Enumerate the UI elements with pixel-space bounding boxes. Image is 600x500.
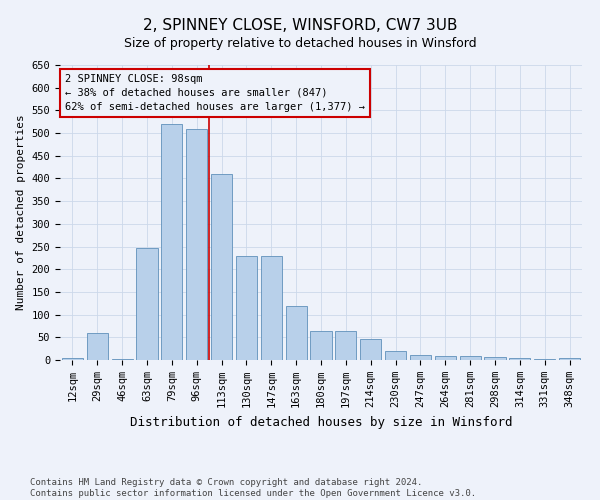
Bar [484, 357, 506, 360]
Bar [161, 124, 182, 360]
Bar [460, 356, 481, 360]
Bar [335, 332, 356, 360]
Bar [385, 351, 406, 360]
Bar [186, 128, 207, 360]
Bar [261, 256, 282, 360]
Bar [136, 248, 158, 360]
Bar [410, 354, 431, 360]
Bar [559, 358, 580, 360]
Bar [310, 332, 332, 360]
Bar [534, 359, 555, 360]
Bar [211, 174, 232, 360]
X-axis label: Distribution of detached houses by size in Winsford: Distribution of detached houses by size … [130, 416, 512, 428]
Text: Contains HM Land Registry data © Crown copyright and database right 2024.
Contai: Contains HM Land Registry data © Crown c… [30, 478, 476, 498]
Bar [509, 358, 530, 360]
Text: Size of property relative to detached houses in Winsford: Size of property relative to detached ho… [124, 38, 476, 51]
Text: 2, SPINNEY CLOSE, WINSFORD, CW7 3UB: 2, SPINNEY CLOSE, WINSFORD, CW7 3UB [143, 18, 457, 32]
Bar [286, 306, 307, 360]
Bar [360, 339, 381, 360]
Bar [87, 333, 108, 360]
Bar [112, 359, 133, 360]
Bar [62, 358, 83, 360]
Y-axis label: Number of detached properties: Number of detached properties [16, 114, 26, 310]
Bar [435, 356, 456, 360]
Text: 2 SPINNEY CLOSE: 98sqm
← 38% of detached houses are smaller (847)
62% of semi-de: 2 SPINNEY CLOSE: 98sqm ← 38% of detached… [65, 74, 365, 112]
Bar [236, 256, 257, 360]
